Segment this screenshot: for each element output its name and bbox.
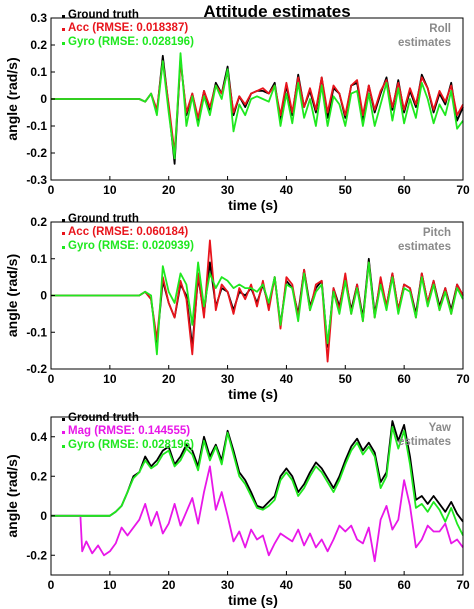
y-tick-label: 0.1: [30, 252, 47, 266]
series-line-1: [51, 420, 464, 523]
y-tick-label: 0.3: [30, 11, 47, 25]
chart-panel-1: 0 10 20 30 40 50 60 70 0.3 0.2 0.1 0 -0.1 -0.2 -0.3 tim…: [4, 9, 470, 213]
panel-note: estimates: [398, 436, 451, 448]
x-tick-label: 60: [397, 578, 411, 592]
x-tick-label: 10: [103, 372, 117, 386]
x-tick-label: 0: [48, 578, 55, 592]
x-tick-label: 70: [456, 183, 470, 197]
x-tick-label: 50: [339, 372, 353, 386]
x-tick-label: 40: [280, 372, 294, 386]
x-tick-label: 20: [162, 578, 176, 592]
series-line-2: [51, 465, 464, 563]
plot-frame: [50, 416, 464, 576]
x-tick-label: 10: [103, 183, 117, 197]
legend-entry: Mag (RMSE: 0.144555): [68, 425, 190, 437]
legend-swatch: [62, 15, 65, 18]
y-axis-label: angle (rad/s): [4, 454, 20, 537]
x-tick-label: 60: [397, 372, 411, 386]
y-tick-label: 0.1: [30, 65, 47, 79]
x-tick-label: 50: [339, 578, 353, 592]
legend-swatch: [62, 445, 65, 448]
legend-entry: Acc (RMSE: 0.018387): [68, 22, 188, 34]
x-tick-label: 20: [162, 372, 176, 386]
legend-entry: Ground truth: [68, 213, 139, 225]
x-tick-label: 40: [280, 183, 294, 197]
y-axis-label: angle (rad/s): [4, 57, 20, 140]
y-tick-label: -0.2: [26, 548, 47, 562]
x-tick-label: 10: [103, 578, 117, 592]
y-tick-label: -0.3: [26, 173, 47, 187]
legend-entry: Gyro (RMSE: 0.028196): [68, 439, 194, 451]
figure-title: Attitude estimates: [203, 2, 350, 21]
y-tick-label: 0.2: [30, 38, 47, 52]
legend-swatch: [62, 418, 65, 421]
x-tick-label: 30: [221, 372, 235, 386]
legend-entry: Ground truth: [68, 9, 139, 21]
panel-note: Pitch: [423, 227, 451, 239]
chart-panel-3: 0 10 20 30 40 50 60 70 0.4 0.2 0 -0.2 time (s) angle …: [4, 412, 470, 608]
y-tick-label: 0: [40, 509, 47, 523]
x-tick-label: 0: [48, 183, 55, 197]
series-line-3: [51, 52, 464, 160]
y-tick-label: -0.1: [26, 325, 47, 339]
legend-swatch: [62, 28, 65, 31]
legend-swatch: [62, 246, 65, 249]
legend-entry: Gyro (RMSE: 0.020939): [68, 240, 194, 252]
y-tick-label: -0.1: [26, 119, 47, 133]
legend-entry: Gyro (RMSE: 0.028196): [68, 36, 194, 48]
x-tick-label: 30: [221, 183, 235, 197]
x-tick-label: 70: [456, 372, 470, 386]
y-tick-label: 0.2: [30, 469, 47, 483]
panel-note: Yaw: [429, 422, 451, 434]
x-tick-label: 40: [280, 578, 294, 592]
series-line-3: [51, 425, 464, 536]
x-axis-label: time (s): [228, 592, 278, 608]
y-tick-label: 0.2: [30, 215, 47, 229]
chart-panels: 0 10 20 30 40 50 60 70 0.3 0.2 0.1 0 -0.1 -0.2 -0.3 tim…: [4, 9, 470, 608]
y-tick-label: -0.2: [26, 146, 47, 160]
y-tick-label: 0: [40, 92, 47, 106]
y-tick-label: 0: [40, 289, 47, 303]
chart-panel-2: 0 10 20 30 40 50 60 70 0.2 0.1 0 -0.1 -0.2 time (s) an…: [4, 213, 470, 402]
x-tick-label: 0: [48, 372, 55, 386]
y-axis-label: angle (rad/s): [4, 254, 20, 337]
series-line-3: [51, 261, 464, 356]
legend-swatch: [62, 42, 65, 45]
x-axis-label: time (s): [228, 386, 278, 402]
legend-swatch: [62, 431, 65, 434]
x-tick-label: 30: [221, 578, 235, 592]
x-tick-label: 70: [456, 578, 470, 592]
legend-entry: Acc (RMSE: 0.060184): [68, 226, 188, 238]
y-tick-label: -0.2: [26, 362, 47, 376]
x-axis-label: time (s): [228, 197, 278, 213]
panel-note: estimates: [398, 241, 451, 253]
legend-swatch: [62, 232, 65, 235]
x-tick-label: 20: [162, 183, 176, 197]
x-tick-label: 60: [397, 183, 411, 197]
legend-entry: Ground truth: [68, 412, 139, 424]
x-tick-label: 50: [339, 183, 353, 197]
panel-note: estimates: [398, 37, 451, 49]
legend-swatch: [62, 219, 65, 222]
panel-note: Roll: [429, 23, 451, 35]
y-tick-label: 0.4: [30, 430, 47, 444]
